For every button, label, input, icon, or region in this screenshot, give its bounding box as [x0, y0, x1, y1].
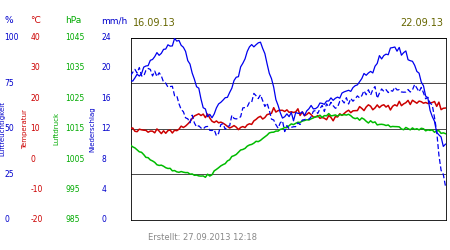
Text: 16: 16 [101, 94, 111, 103]
Text: 12: 12 [101, 124, 111, 133]
Text: 1035: 1035 [65, 64, 85, 72]
Text: Luftfeuchtigkeit: Luftfeuchtigkeit [0, 101, 5, 156]
Text: 995: 995 [65, 185, 80, 194]
Text: 20: 20 [101, 64, 111, 72]
Text: 40: 40 [31, 33, 40, 42]
Text: %: % [4, 16, 13, 25]
Text: 1045: 1045 [65, 33, 85, 42]
Text: 20: 20 [31, 94, 40, 103]
Text: 25: 25 [4, 170, 14, 179]
Text: 1005: 1005 [65, 155, 85, 164]
Text: Erstellt: 27.09.2013 12:18: Erstellt: 27.09.2013 12:18 [148, 234, 257, 242]
Text: 0: 0 [101, 216, 106, 224]
Text: 0: 0 [4, 216, 9, 224]
Text: Niederschlag: Niederschlag [89, 106, 95, 152]
Text: 50: 50 [4, 124, 14, 133]
Text: Luftdruck: Luftdruck [53, 112, 59, 145]
Text: -20: -20 [31, 216, 43, 224]
Text: 22.09.13: 22.09.13 [400, 18, 443, 28]
Text: 1025: 1025 [65, 94, 85, 103]
Text: 985: 985 [65, 216, 80, 224]
Text: 1015: 1015 [65, 124, 85, 133]
Text: hPa: hPa [65, 16, 81, 25]
Text: 4: 4 [101, 185, 106, 194]
Text: 24: 24 [101, 33, 111, 42]
Text: 30: 30 [31, 64, 40, 72]
Text: 75: 75 [4, 78, 14, 88]
Text: 100: 100 [4, 33, 19, 42]
Text: °C: °C [31, 16, 41, 25]
Text: -10: -10 [31, 185, 43, 194]
Text: 16.09.13: 16.09.13 [133, 18, 176, 28]
Text: 10: 10 [31, 124, 40, 133]
Text: 0: 0 [31, 155, 36, 164]
Text: mm/h: mm/h [101, 16, 127, 25]
Text: Temperatur: Temperatur [22, 109, 28, 149]
Text: 8: 8 [101, 155, 106, 164]
